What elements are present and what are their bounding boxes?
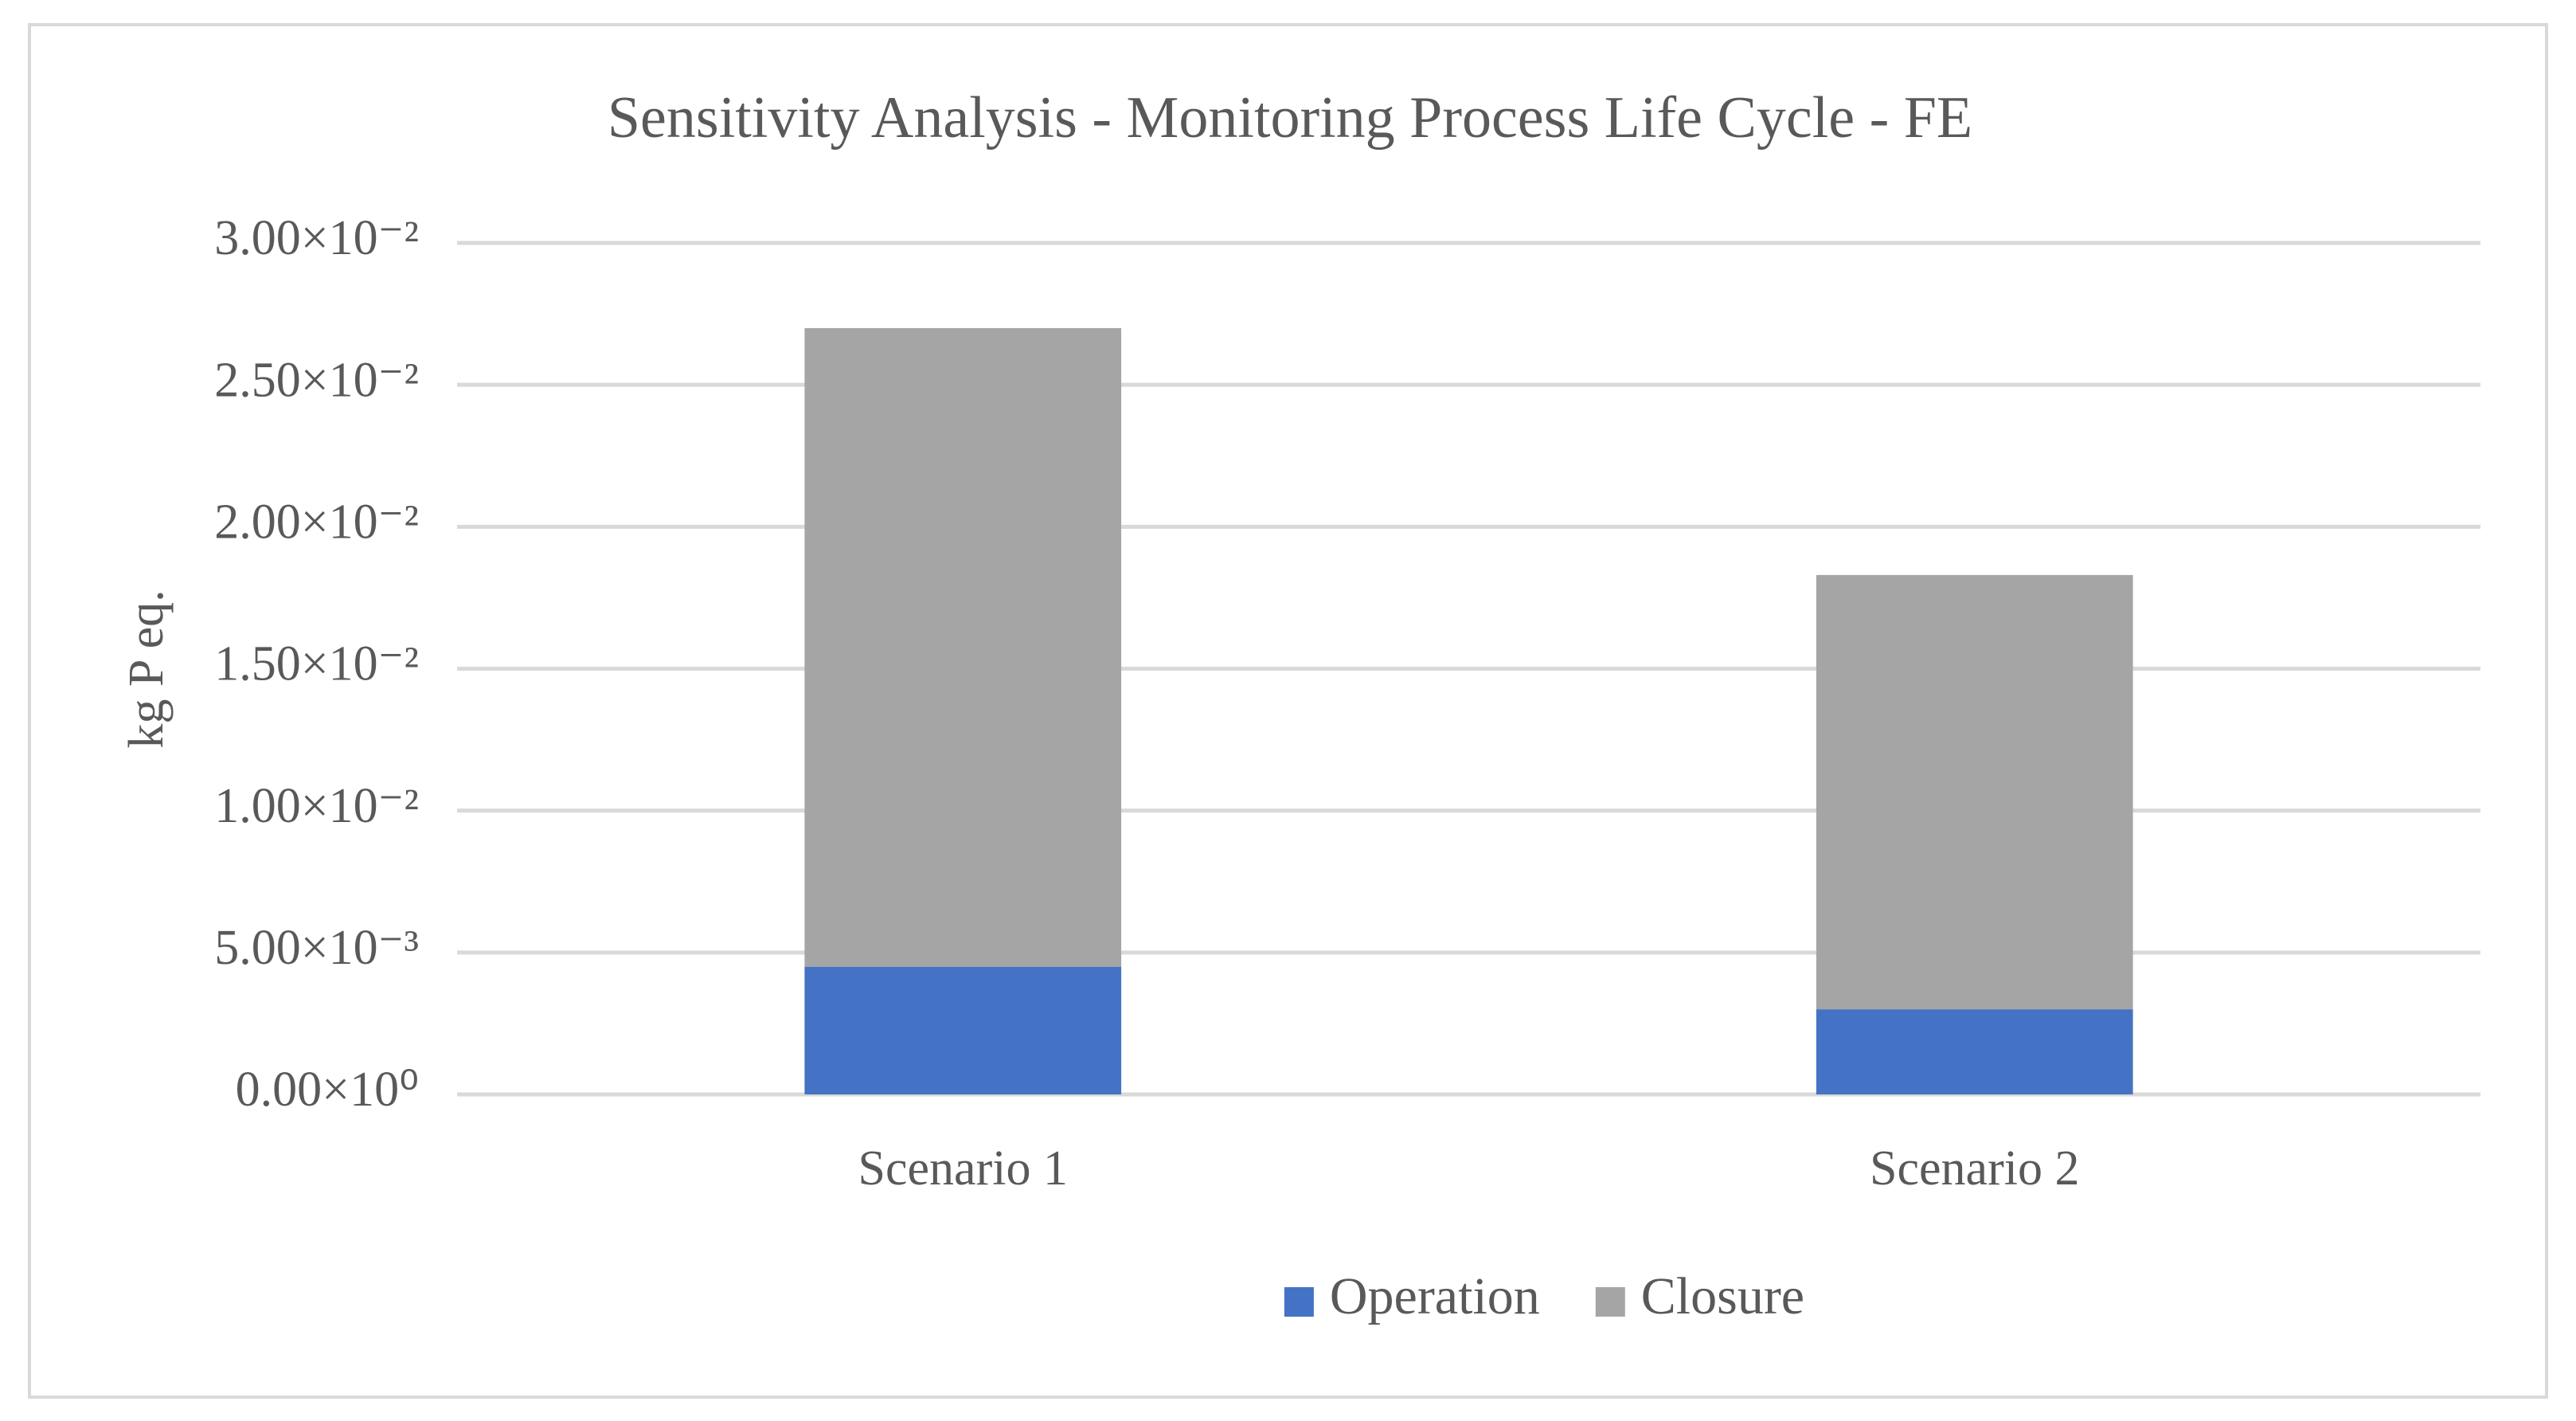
y-tick-label: 2.00×10⁻² (214, 495, 419, 550)
y-axis-label: kg P eq. (119, 589, 174, 748)
bar-segment (804, 966, 1122, 1094)
chart-title: Sensitivity Analysis - Monitoring Proces… (608, 85, 1972, 151)
y-tick-label: 1.50×10⁻² (214, 637, 419, 691)
y-tick-label: 5.00×10⁻³ (214, 921, 419, 975)
bar-segment (804, 327, 1122, 967)
y-tick-label: 1.00×10⁻² (214, 779, 419, 833)
y-tick-label: 3.00×10⁻² (214, 211, 419, 265)
x-tick-label: Scenario 2 (1870, 1141, 2079, 1196)
bar-segment (1816, 574, 2133, 1010)
legend-label: Operation (1330, 1267, 1540, 1325)
legend-label: Closure (1641, 1267, 1804, 1325)
x-tick-label: Scenario 1 (858, 1141, 1068, 1196)
legend-swatch (1595, 1287, 1625, 1317)
y-tick-label: 0.00×10⁰ (236, 1063, 419, 1117)
y-tick-label: 2.50×10⁻² (214, 353, 419, 407)
legend-swatch (1284, 1287, 1314, 1317)
bar-segment (1816, 1009, 2133, 1094)
